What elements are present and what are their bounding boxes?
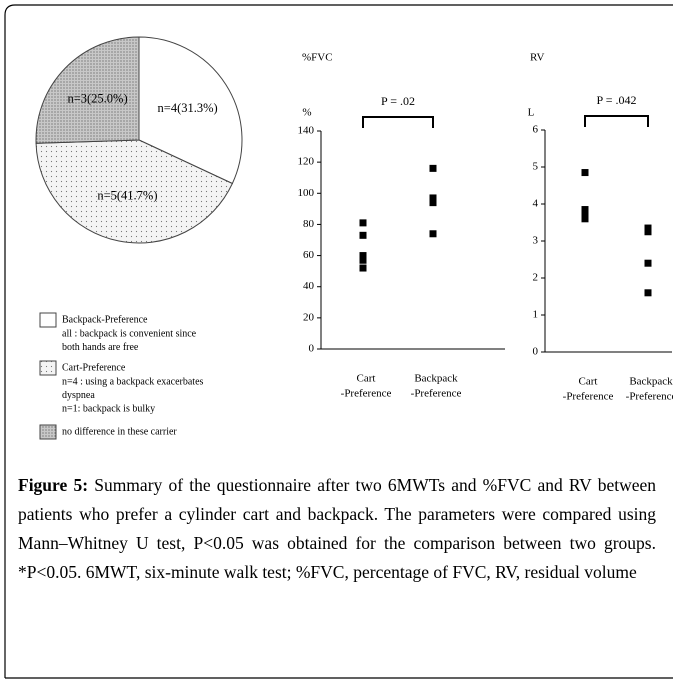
y-tick-label: 140 [298,125,315,137]
slice-label: n=3(25.0%) [67,92,127,106]
data-point [359,256,367,264]
x-tick-label: -Preference [563,391,614,403]
legend-note: both hands are free [62,342,139,353]
y-tick-label: 80 [303,218,315,230]
caption: Figure 5: Summary of the questionnaire a… [18,471,656,587]
data-point [429,194,437,202]
data-point [581,215,589,223]
y-tick-label: 5 [533,161,539,173]
legend-label: no difference in these carrier [62,426,177,437]
significance-bracket [362,116,434,128]
y-tick-label: 2 [533,272,539,284]
data-point [581,209,589,217]
p-value: P = .042 [597,93,637,107]
p-value: P = .02 [381,94,415,108]
data-point [359,264,367,272]
pie-slice [35,139,234,244]
slice-label: n=4(31.3%) [158,101,218,115]
x-tick-label: -Preference [626,391,673,403]
data-point [429,199,437,207]
significance-bracket [584,115,649,127]
legend-label: Backpack-Preference [62,314,148,325]
data-point [644,289,652,297]
x-tick-label: Backpack [414,373,458,385]
y-tick-label: 40 [303,280,315,292]
legend-note: n=4 : using a backpack exacerbates [62,376,204,387]
data-point [359,219,367,227]
data-point [581,169,589,177]
legend-note: all : backpack is convenient since [62,328,197,339]
x-tick-label: Cart [579,376,598,388]
slice-label: n=5(41.7%) [97,188,157,202]
pie-slice [35,36,140,144]
y-tick-label: 120 [298,156,315,168]
caption-text: Summary of the questionnaire after two 6… [18,475,656,582]
y-tick-label: 20 [303,311,315,323]
legend-swatch [39,312,57,328]
chart-title: %FVC [302,52,333,64]
y-unit: L [528,107,535,119]
data-point [644,259,652,267]
y-tick-label: 1 [533,309,539,321]
y-tick-label: 0 [309,343,315,355]
data-point [644,228,652,236]
x-tick-label: -Preference [341,388,392,400]
y-unit: % [302,107,311,119]
data-point [644,224,652,232]
chart-title: RV [530,52,544,64]
y-tick-label: 6 [533,124,539,136]
y-tick-label: 3 [533,235,539,247]
legend-swatch [39,360,57,376]
x-tick-label: -Preference [411,388,462,400]
pie-slice [138,36,243,185]
data-point [429,164,437,172]
y-tick-label: 60 [303,249,315,261]
y-tick-label: 4 [533,198,539,210]
legend-note: n=1: backpack is bulky [62,403,155,414]
y-tick-label: 100 [298,187,315,199]
data-point [429,230,437,238]
data-point [359,252,367,260]
frame [4,4,673,679]
data-point [581,206,589,214]
data-point [359,231,367,239]
legend-note: dyspnea [62,390,95,401]
legend-swatch [39,424,57,440]
x-tick-label: Backpack [629,376,673,388]
y-tick-label: 0 [533,346,539,358]
caption-label: Figure 5: [18,475,89,495]
legend-label: Cart-Preference [62,362,126,373]
x-tick-label: Cart [357,373,376,385]
